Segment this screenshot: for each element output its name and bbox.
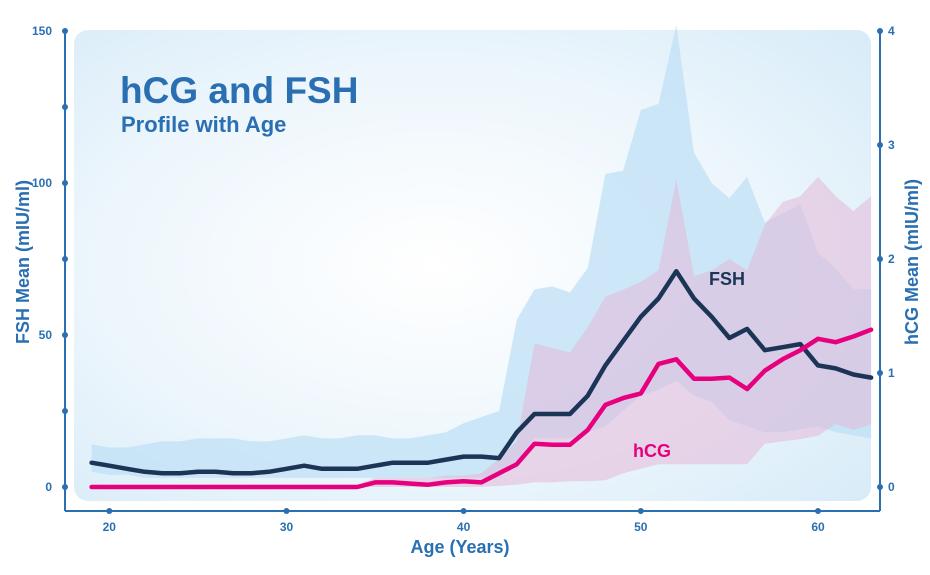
x-tick-mark (106, 508, 113, 514)
chart-title: hCG and FSH (120, 70, 359, 111)
y-right-tick-label: 1 (888, 366, 895, 380)
x-tick-label: 20 (103, 520, 117, 534)
x-tick-mark (283, 508, 290, 514)
y-right-tick-label: 3 (888, 138, 895, 152)
fsh-mean-line (89, 268, 874, 476)
x-tick-mark (815, 508, 821, 514)
x-tick-label: 50 (634, 520, 648, 534)
axes-layer: 0 50 100 150 0 1 2 3 4 20 30 40 50 60 (32, 24, 895, 534)
y-left-tick-mark (62, 180, 68, 186)
y-right-tick-mark (877, 256, 883, 262)
y-left-tick-mark (62, 332, 68, 338)
y-left-tick-label: 0 (45, 480, 52, 494)
x-tick-label: 60 (811, 520, 825, 534)
hcg-range-band (91, 176, 872, 487)
y-left-tick-mark (62, 408, 68, 414)
y-left-tick-mark (62, 256, 68, 262)
x-tick-label: 30 (280, 520, 294, 534)
y-left-tick-label: 50 (39, 328, 53, 342)
chart-subtitle: Profile with Age (121, 112, 287, 137)
y-right-tick-label: 2 (888, 252, 895, 266)
x-tick-label: 40 (457, 520, 471, 534)
x-axis-label: Age (Years) (410, 537, 509, 557)
fsh-series-label: FSH (709, 269, 745, 289)
y-right-tick-mark (877, 484, 883, 490)
y-left-tick-mark (62, 28, 68, 34)
y-right-tick-mark (877, 370, 883, 376)
y-right-tick-mark (877, 28, 883, 34)
y-left-tick-mark (62, 104, 68, 110)
x-tick-mark (637, 508, 644, 514)
y-right-tick-mark (877, 142, 883, 148)
y-left-tick-label: 100 (32, 176, 52, 190)
y-right-tick-label: 4 (888, 24, 895, 38)
y-right-axis-label: hCG Mean (mIU/ml) (902, 179, 922, 345)
hcg-series-label: hCG (633, 441, 671, 461)
bands-layer (91, 24, 872, 487)
y-left-tick-mark (62, 484, 68, 490)
y-left-axis-label: FSH Mean (mIU/ml) (13, 180, 33, 344)
lines-layer (89, 268, 874, 490)
y-left-tick-label: 150 (32, 24, 52, 38)
hcg-mean-line (89, 327, 874, 490)
x-tick-mark (460, 508, 467, 514)
y-right-tick-label: 0 (888, 480, 895, 494)
